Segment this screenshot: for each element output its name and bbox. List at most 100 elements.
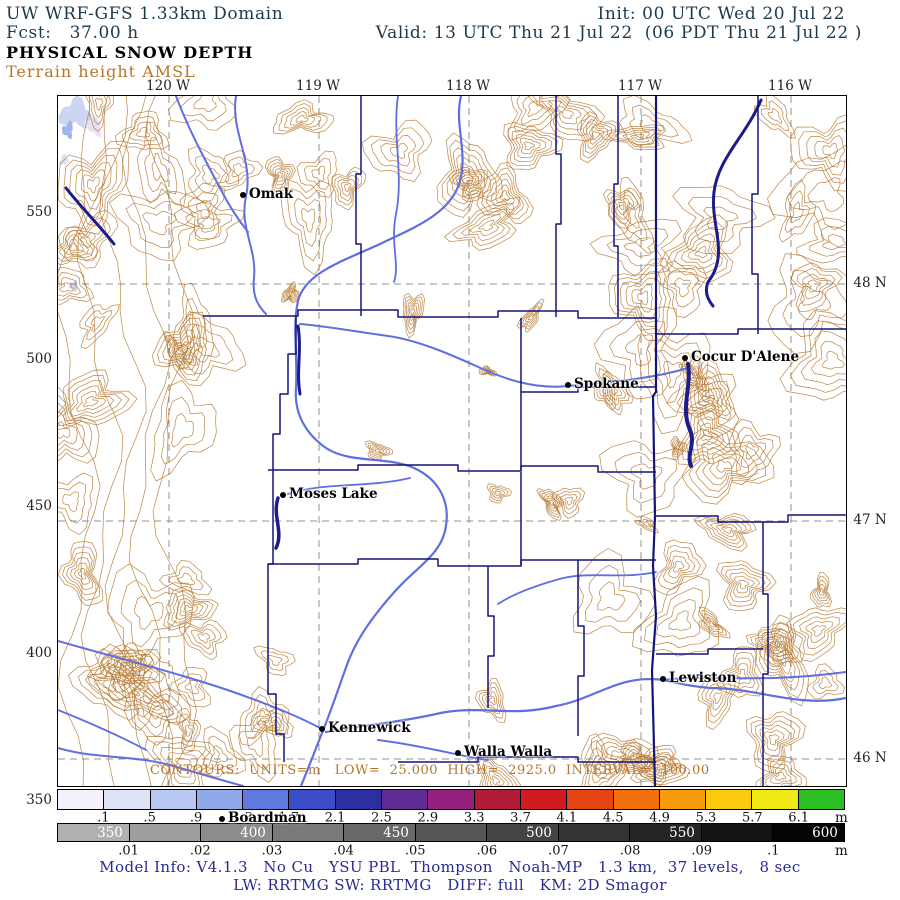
city-label: Boardman bbox=[228, 810, 307, 826]
city-dot-icon bbox=[660, 676, 666, 682]
terrain-contour bbox=[806, 127, 852, 176]
terrain-contour bbox=[657, 544, 702, 590]
terrain-contour bbox=[83, 396, 99, 408]
terrain-contour bbox=[114, 110, 170, 151]
terrain-contour bbox=[490, 178, 520, 211]
terrain-contour bbox=[231, 163, 247, 178]
snow-colorbar-tick-label: 2.5 bbox=[371, 810, 392, 826]
terrain-contour bbox=[492, 488, 506, 499]
terrain-contour bbox=[38, 392, 93, 461]
terrain-contour bbox=[458, 174, 479, 193]
terrain-contour bbox=[665, 269, 700, 308]
terrain-contour bbox=[591, 754, 612, 784]
terrain-contour bbox=[374, 448, 381, 453]
terrain-contour bbox=[99, 85, 152, 787]
snow-colorbar-tick-label: 3.3 bbox=[463, 810, 485, 826]
terrain-contour bbox=[692, 371, 700, 384]
terrain-contour bbox=[705, 683, 732, 718]
terrain-contour bbox=[184, 724, 192, 737]
terrain-contour bbox=[179, 713, 199, 748]
terrain-contour bbox=[196, 216, 221, 233]
terrain-contour bbox=[294, 198, 321, 248]
terrain-contour bbox=[639, 114, 665, 133]
snow-colorbar-cell bbox=[58, 790, 105, 809]
terrain-contour bbox=[603, 187, 642, 229]
terrain-contour bbox=[68, 242, 79, 252]
city-label: Kennewick bbox=[328, 720, 411, 736]
snow-colorbar-tick-label: 1.7 bbox=[278, 810, 300, 826]
terrain-contour bbox=[136, 121, 187, 207]
terrain-contour bbox=[760, 100, 790, 132]
terrain-contour bbox=[69, 155, 118, 218]
terrain-contour bbox=[698, 606, 731, 639]
terrain-contour bbox=[286, 289, 294, 298]
terrain-contour bbox=[196, 725, 246, 778]
terrain-contour bbox=[778, 179, 817, 243]
admin-boundary bbox=[267, 656, 285, 762]
terrain-contour bbox=[656, 260, 708, 318]
terrain-contour bbox=[764, 729, 785, 752]
terrain-contour bbox=[475, 678, 507, 723]
terrain-contour bbox=[520, 137, 541, 155]
terrain-contour bbox=[446, 147, 492, 205]
terrain-contour bbox=[755, 720, 796, 763]
terrain-contour bbox=[284, 285, 297, 301]
terrain-contour bbox=[687, 239, 713, 264]
terrain-contour bbox=[656, 598, 701, 640]
terrain-contour bbox=[32, 382, 100, 469]
admin-boundary bbox=[355, 96, 362, 316]
terrain-contour bbox=[606, 126, 661, 148]
terrain-contour bbox=[721, 526, 733, 534]
terrain-contour bbox=[551, 487, 586, 519]
terrain-contour bbox=[56, 421, 71, 439]
terrain-contour bbox=[290, 111, 315, 126]
river-path bbox=[663, 671, 847, 681]
terrain-contour bbox=[70, 557, 93, 591]
terrain-contour bbox=[615, 189, 648, 242]
terrain-contour bbox=[580, 115, 617, 159]
admin-boundary bbox=[656, 648, 763, 655]
forecast-hour-label: Fcst: 37.00 h bbox=[6, 23, 139, 43]
terrain-contour bbox=[623, 237, 655, 257]
terrain-contour bbox=[745, 442, 759, 460]
city-label: Cocur D'Alene bbox=[691, 349, 800, 365]
terrain-contour bbox=[139, 695, 174, 729]
terrain-contour bbox=[589, 218, 683, 276]
map-area bbox=[32, 66, 893, 807]
model-domain-title: UW WRF-GFS 1.33km Domain bbox=[6, 4, 284, 24]
terrain-contour bbox=[76, 390, 107, 412]
terrain-contour bbox=[95, 97, 103, 111]
terrain-contour bbox=[179, 182, 226, 240]
terrain-contour bbox=[784, 190, 810, 233]
terrain-contour bbox=[614, 451, 677, 504]
terrain-contour bbox=[703, 613, 724, 633]
terrain-contour bbox=[716, 646, 764, 698]
terrain-contour bbox=[638, 518, 656, 531]
terrain-contour bbox=[489, 485, 509, 501]
terrain-contour bbox=[158, 560, 213, 596]
terrain-contour bbox=[185, 209, 233, 242]
terrain-contour bbox=[184, 623, 222, 655]
terrain-contour bbox=[770, 767, 792, 785]
terrain-contour bbox=[790, 112, 866, 192]
terrain-contour bbox=[79, 304, 120, 349]
terrain-contour bbox=[53, 481, 86, 524]
terrain-contour bbox=[587, 747, 617, 791]
terrain-contour bbox=[822, 234, 851, 250]
terrain-contour bbox=[267, 159, 294, 193]
terrain-contour bbox=[44, 272, 88, 301]
terrain-contour bbox=[171, 594, 209, 624]
admin-boundary bbox=[398, 756, 656, 763]
terrain-contour bbox=[58, 540, 104, 607]
terrain-contour bbox=[260, 650, 290, 671]
physics-info-line: LW: RRTMG SW: RRTMG DIFF: full KM: 2D Sm… bbox=[233, 876, 667, 894]
terrain-contour bbox=[716, 459, 733, 473]
terrain-contour bbox=[407, 302, 419, 326]
terrain-contour bbox=[634, 748, 686, 783]
terrain-contour bbox=[697, 395, 716, 412]
terrain-contour bbox=[460, 208, 508, 241]
terrain-contour bbox=[513, 85, 562, 133]
terrain-contour bbox=[340, 178, 356, 197]
terrain-contour bbox=[622, 131, 650, 143]
river-path bbox=[57, 640, 321, 729]
